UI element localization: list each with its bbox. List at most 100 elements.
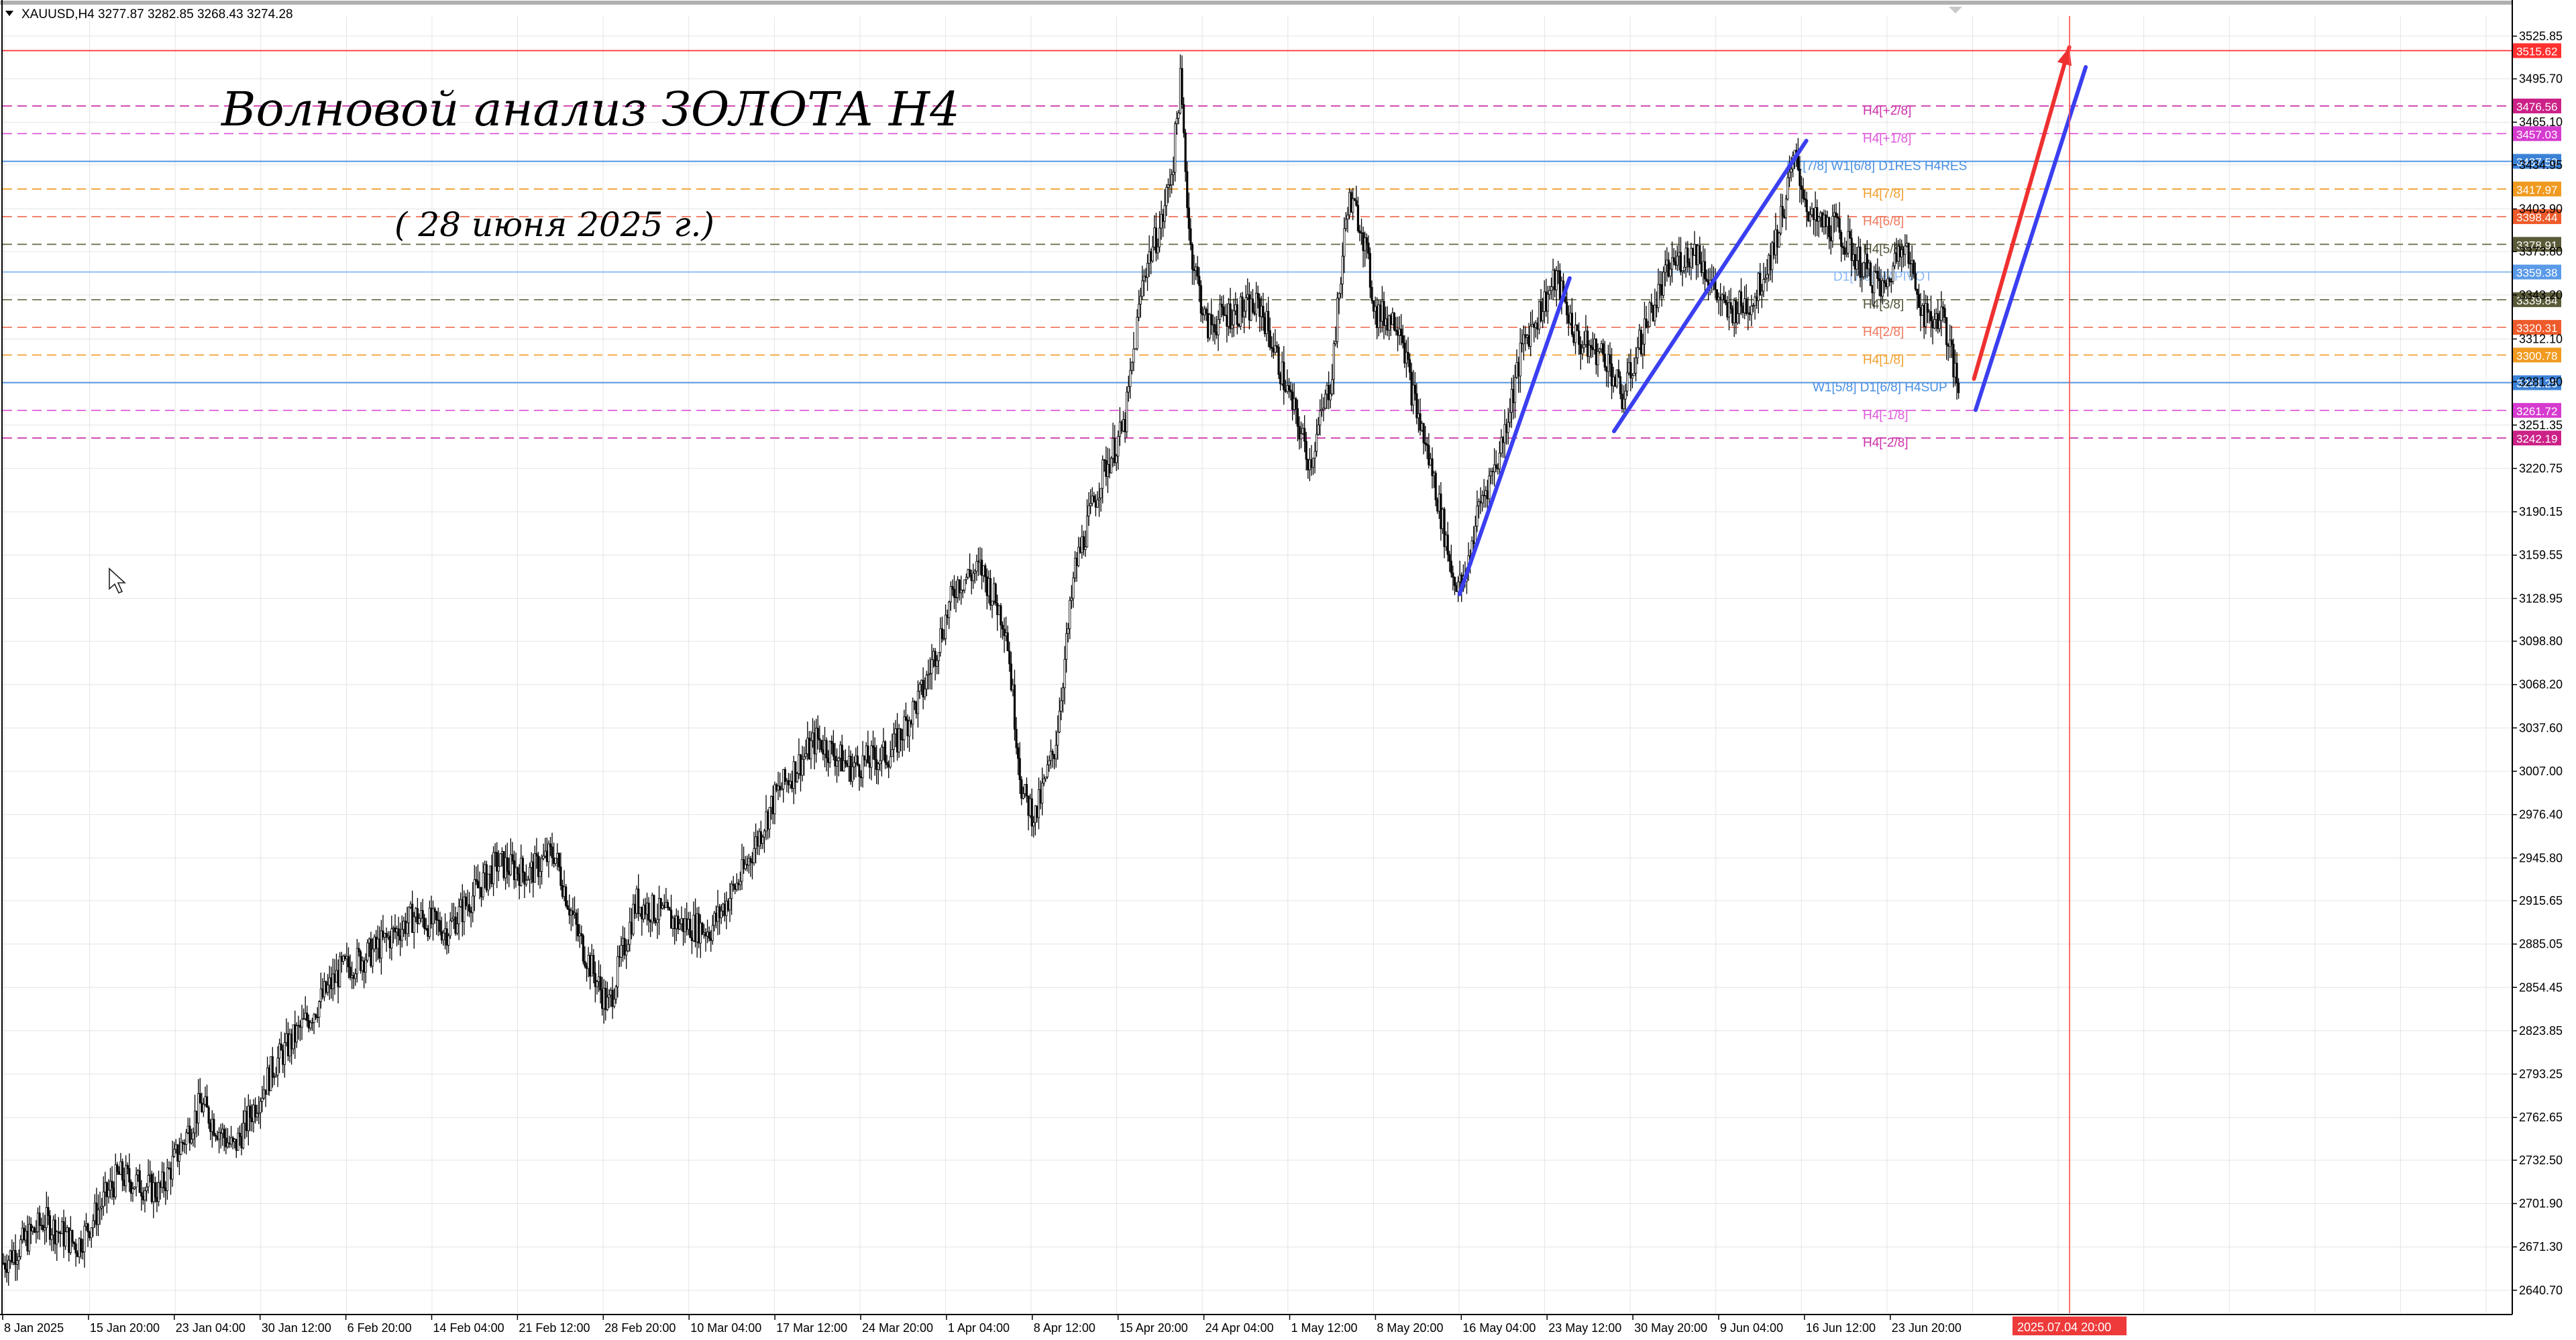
candle-body (1193, 269, 1195, 271)
candle-body (1533, 323, 1536, 328)
candle-body (1034, 805, 1036, 823)
time-tick-label: 23 Jan 04:00 (176, 1321, 246, 1335)
candle-body (806, 738, 809, 755)
candle-body (554, 858, 557, 864)
candle-body (885, 762, 888, 765)
candle-body (17, 1256, 20, 1261)
price-tick-label: 2640.70 (2519, 1284, 2563, 1297)
candle-body (423, 917, 426, 929)
candle-body (430, 907, 433, 924)
candle-body (1075, 557, 1078, 566)
symbol-menu-triangle-icon[interactable] (5, 11, 13, 16)
candle-body (1084, 547, 1087, 550)
candle-body (1036, 805, 1038, 818)
candle-body (580, 933, 583, 936)
candle-body (78, 1238, 80, 1258)
candle-body (440, 931, 443, 941)
candle-body (1429, 458, 1432, 465)
level-label: H4[+1/8] (1863, 131, 1911, 146)
candle-body (1703, 261, 1707, 280)
candle-body (174, 1144, 177, 1150)
candle-body (270, 1056, 272, 1091)
candle-body (604, 988, 607, 1010)
candle-body (1666, 260, 1668, 266)
candle-body (21, 1227, 23, 1240)
candle-body (1267, 311, 1270, 331)
level-price-tag-text: 3242.19 (2516, 433, 2557, 445)
candle-body (244, 1111, 246, 1123)
price-tick-label: 3465.10 (2519, 115, 2563, 129)
candle-body (1856, 260, 1858, 270)
candle-body (606, 997, 608, 1010)
candle-body (1063, 659, 1066, 688)
candle-body (1691, 247, 1695, 256)
candle-body (93, 1203, 96, 1221)
candle-body (1127, 386, 1130, 393)
level-label: H4[+2/8] (1863, 104, 1911, 118)
candle-body (1372, 300, 1375, 312)
candle-body (19, 1239, 22, 1257)
candle-body (873, 747, 876, 761)
candle-body (173, 1149, 176, 1157)
candle-body (145, 1186, 148, 1192)
candle-body (996, 602, 999, 616)
candle-body (1108, 463, 1111, 473)
candle-body (223, 1129, 225, 1139)
candle-body (696, 913, 698, 942)
candle-body (129, 1182, 132, 1194)
candle-body (1952, 343, 1955, 378)
candle-body (1191, 244, 1194, 270)
candle-body (237, 1133, 239, 1151)
candle-body (804, 753, 807, 757)
candle-body (710, 938, 712, 941)
candle-body (292, 1024, 294, 1050)
candle-body (492, 852, 495, 885)
candle-body (1410, 372, 1413, 406)
candle-body (568, 908, 571, 915)
candle-body (1536, 323, 1539, 330)
candle-body (1648, 302, 1651, 327)
candle-body (692, 915, 695, 942)
candle-body (1671, 257, 1674, 270)
candle-body (1681, 270, 1684, 272)
candle-body (713, 913, 716, 926)
candle-body (306, 1013, 309, 1021)
candle-body (80, 1238, 83, 1252)
candle-body (858, 765, 861, 777)
candle-body (266, 1067, 269, 1095)
chart-shift-marker-icon[interactable] (1949, 7, 1962, 13)
candle-body (35, 1231, 38, 1233)
candle-body (68, 1227, 70, 1253)
candle-body (1621, 393, 1623, 409)
candle-body (1346, 215, 1349, 220)
candle-body (301, 1018, 303, 1028)
level-label: H4[5/8] (1863, 242, 1904, 256)
candle-body (2, 1262, 5, 1264)
candle-body (1850, 237, 1853, 261)
candle-body (599, 976, 602, 991)
price-axis[interactable]: 3525.85 3495.70 3465.10 3434.95 3403.90 3373.… (2512, 30, 2563, 1297)
candle-body (1175, 118, 1178, 124)
candle-body (1581, 347, 1584, 355)
candle-body (1122, 419, 1125, 432)
candle-body (229, 1137, 233, 1145)
candle-body (1693, 243, 1696, 256)
candle-body (946, 614, 949, 618)
candle-body (488, 865, 492, 875)
candle-body (313, 1014, 315, 1023)
time-tick-label: 28 Feb 20:00 (604, 1321, 676, 1335)
time-tick-label: 30 May 20:00 (1634, 1321, 1707, 1335)
candle-body (201, 1103, 203, 1113)
candle-body (351, 975, 354, 979)
candle-body (758, 831, 761, 846)
candle-body (402, 920, 405, 930)
candle-body (1446, 535, 1449, 555)
candle-body (1721, 294, 1723, 300)
candle-body (1087, 505, 1090, 516)
candle-body (1609, 354, 1611, 364)
candle-body (1313, 451, 1316, 459)
time-axis[interactable]: 8 Jan 2025 15 Jan 20:00 23 Jan 04:00 30 Jan… (2, 1315, 2127, 1335)
candle-body (1358, 230, 1361, 233)
